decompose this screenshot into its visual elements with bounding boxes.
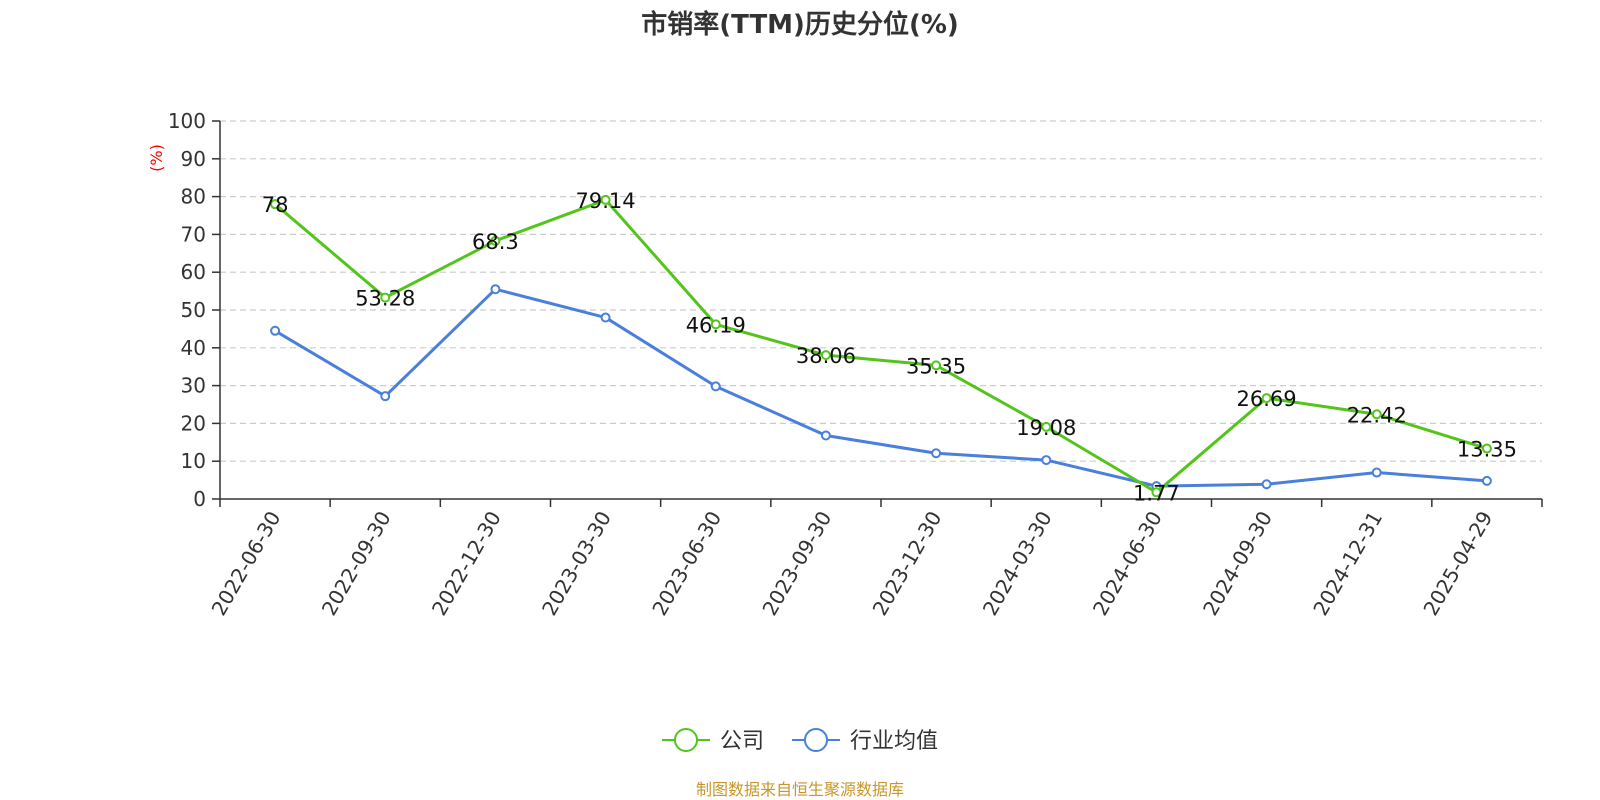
x-tick-label: 2024-06-30 [1088,507,1167,620]
data-point [820,350,831,361]
data-label: 53.28 [355,287,415,311]
x-tick-label: 2023-03-30 [537,507,616,620]
data-point [710,381,721,392]
x-tick-label: 2023-09-30 [757,507,836,620]
data-label: 13.35 [1457,438,1517,462]
y-tick-label: 20 [181,411,206,435]
data-point [820,430,831,441]
data-label: 46.19 [686,313,746,337]
y-tick-label: 50 [181,298,206,322]
data-label: 38.06 [796,344,856,368]
y-tick-label: 100 [168,109,206,133]
data-point [1151,487,1162,498]
data-point [1371,409,1382,420]
y-tick-label: 40 [181,336,206,360]
series-lines [270,194,1492,498]
data-point [1481,443,1492,454]
data-point [1261,479,1272,490]
data-label: 79.14 [576,189,636,213]
data-point [380,391,391,402]
x-tick-label: 2022-06-30 [207,507,286,620]
legend-label: 行业均值 [850,729,938,754]
data-point [1371,467,1382,478]
chart-title: 市销率(TTM)历史分位(%) [641,9,959,40]
legend-marker [804,728,828,752]
data-point [710,319,721,330]
data-label: 19.08 [1016,416,1076,440]
x-tick-label: 2024-12-31 [1308,507,1387,620]
data-label: 35.35 [906,354,966,378]
data-point [270,199,281,210]
data-label: 68.3 [472,230,519,254]
data-point [380,292,391,303]
data-label: 1.77 [1133,481,1180,505]
legend-item-0[interactable]: 公司 [662,728,764,754]
data-point [490,235,501,246]
y-tick-label: 30 [181,374,206,398]
data-point [931,360,942,371]
y-tick-label: 90 [181,147,206,171]
x-tick-label: 2025-04-29 [1418,507,1497,620]
data-point [270,325,281,336]
data-label: 22.42 [1347,403,1407,427]
data-point [1481,475,1492,486]
data-labels: 78 53.28 68.3 79.14 46.19 38.06 35.35 19.08 1.77… [262,189,1517,505]
data-point [490,284,501,295]
x-tick-label: 2022-12-30 [427,507,506,620]
x-tick-label: 2023-12-30 [868,507,947,620]
legend-label: 公司 [720,729,764,754]
x-tick-label: 2024-09-30 [1198,507,1277,620]
data-point [1041,455,1052,466]
x-tick-label: 2023-06-30 [647,507,726,620]
series-line-1 [274,287,1488,488]
x-tick-label: 2024-03-30 [978,507,1057,620]
y-tick-label: 10 [181,449,206,473]
data-label: 26.69 [1237,387,1297,411]
x-tick-label: 2022-09-30 [317,507,396,620]
legend[interactable]: 公司 行业均值 [662,728,938,754]
legend-item-1[interactable]: 行业均值 [792,728,938,754]
grid-lines [220,120,1542,462]
y-tick-label: 70 [181,222,206,246]
data-source-note: 制图数据来自恒生聚源数据库 [696,780,904,799]
y-tick-label: 60 [181,260,206,284]
data-point [931,448,942,459]
data-label: 78 [262,193,289,217]
data-point [1261,393,1272,404]
legend-marker [674,728,698,752]
data-point [1041,421,1052,432]
data-point [600,194,611,205]
y-tick-label: 80 [181,185,206,209]
data-point [600,312,611,323]
y-tick-label: 0 [193,487,206,511]
series-line-0 [274,198,1488,494]
y-axis-unit-label: (%) [147,144,166,172]
